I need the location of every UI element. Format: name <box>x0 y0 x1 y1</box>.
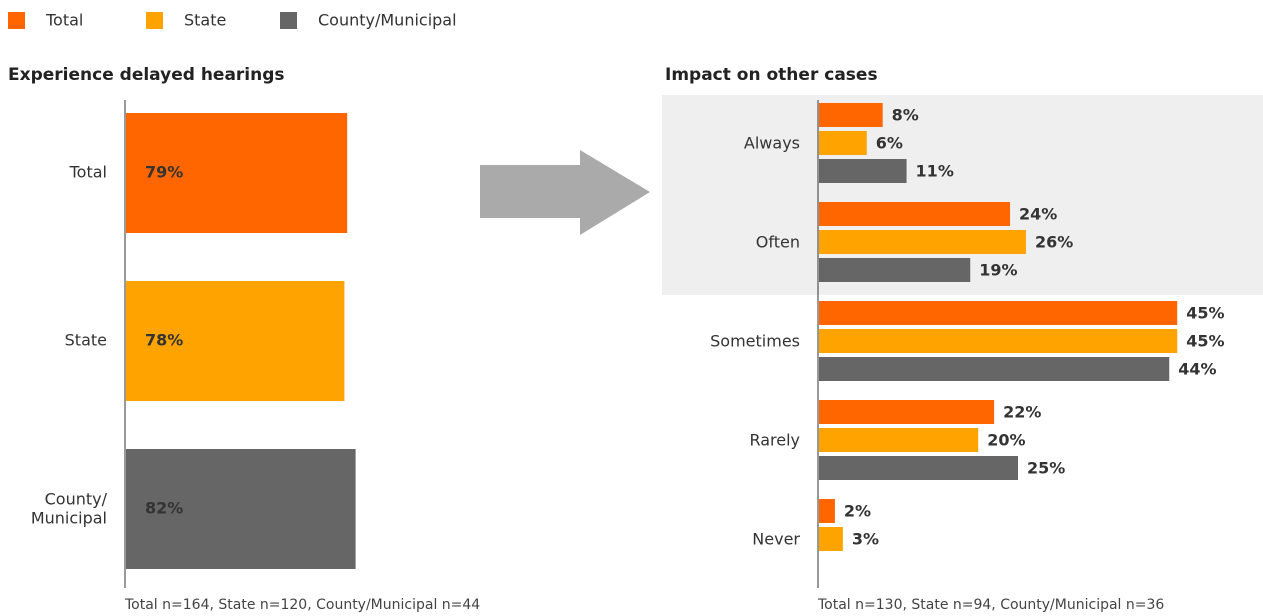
y-tick-label: Rarely <box>749 431 800 450</box>
value-label: 26% <box>1035 233 1073 252</box>
value-label: 82% <box>145 499 183 518</box>
bar <box>819 131 867 155</box>
bar <box>126 281 345 401</box>
note: Total n=130, State n=94, County/Municipa… <box>817 597 1164 613</box>
bar <box>819 499 835 523</box>
value-label: 20% <box>987 431 1025 450</box>
bar <box>126 449 356 569</box>
y-tick-label: Sometimes <box>710 332 800 351</box>
bar <box>819 301 1178 325</box>
value-label: 24% <box>1019 205 1057 224</box>
value-label: 8% <box>892 106 919 125</box>
value-label: 78% <box>145 331 183 350</box>
legend-swatch <box>8 12 25 29</box>
value-label: 44% <box>1178 360 1216 379</box>
bar <box>819 428 979 452</box>
value-label: 22% <box>1003 403 1041 422</box>
value-label: 19% <box>979 261 1017 280</box>
bar <box>819 159 907 183</box>
bar <box>819 329 1178 353</box>
bar <box>819 230 1026 254</box>
bar <box>819 527 843 551</box>
chart-title: Impact on other cases <box>665 65 878 85</box>
legend-label: County/Municipal <box>318 11 457 30</box>
legend-swatch <box>146 12 163 29</box>
value-label: 11% <box>916 162 954 181</box>
y-tick-label: State <box>65 331 107 350</box>
legend-label: State <box>184 11 226 30</box>
y-tick-label: Never <box>752 530 800 549</box>
bar <box>819 400 995 424</box>
bar <box>819 456 1018 480</box>
bar <box>819 202 1011 226</box>
note: Total n=164, State n=120, County/Municip… <box>124 597 480 613</box>
value-label: 45% <box>1186 332 1224 351</box>
value-label: 2% <box>844 502 871 521</box>
chart-title: Experience delayed hearings <box>8 65 285 85</box>
legend-swatch <box>280 12 297 29</box>
value-label: 45% <box>1186 304 1224 323</box>
bar <box>126 113 348 233</box>
bar <box>819 103 883 127</box>
value-label: 25% <box>1027 459 1065 478</box>
bar <box>819 357 1170 381</box>
arrow <box>480 150 650 235</box>
bar <box>819 258 971 282</box>
y-tick-label: Often <box>756 233 800 252</box>
legend-label: Total <box>45 11 83 30</box>
y-tick-label: Total <box>69 163 107 182</box>
value-label: 79% <box>145 163 183 182</box>
y-tick-label: Always <box>744 134 800 153</box>
y-tick-label: County/Municipal <box>31 489 108 527</box>
value-label: 3% <box>852 530 879 549</box>
value-label: 6% <box>876 134 903 153</box>
